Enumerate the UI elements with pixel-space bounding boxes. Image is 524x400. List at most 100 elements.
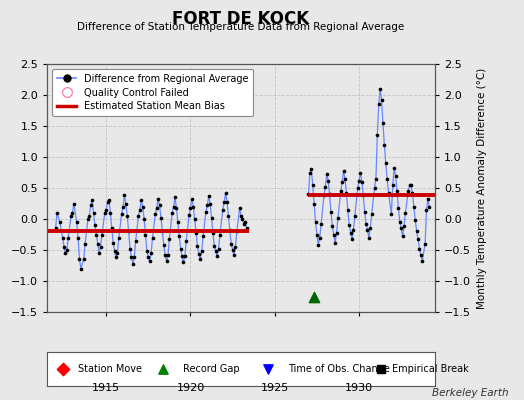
Point — [151, 211, 159, 217]
Point — [396, 219, 404, 225]
Point — [235, 205, 244, 211]
Point — [67, 213, 75, 219]
Point — [379, 120, 387, 126]
Point — [117, 211, 126, 217]
Point — [157, 214, 165, 221]
Point — [346, 230, 355, 236]
Point — [317, 221, 325, 227]
Point — [203, 202, 212, 208]
Point — [209, 230, 217, 236]
Point — [407, 182, 415, 188]
Point — [95, 250, 103, 256]
Point — [238, 216, 247, 222]
Point — [185, 212, 193, 218]
Point — [315, 234, 324, 241]
Point — [307, 166, 315, 173]
Point — [332, 230, 341, 236]
Point — [400, 223, 408, 230]
Point — [213, 253, 221, 259]
Point — [107, 225, 116, 232]
Point — [375, 101, 383, 108]
Point — [233, 228, 241, 234]
Point — [304, 191, 313, 197]
Point — [359, 192, 367, 199]
Point — [64, 234, 72, 241]
Point — [63, 247, 71, 253]
Point — [358, 178, 366, 185]
Point — [363, 227, 372, 233]
Point — [338, 178, 346, 185]
Point — [193, 243, 202, 250]
Point — [214, 246, 223, 252]
Point — [390, 165, 398, 171]
Point — [88, 197, 96, 204]
Point — [424, 196, 432, 202]
Point — [336, 188, 345, 194]
Point — [216, 231, 224, 238]
Point — [387, 211, 396, 217]
Point — [373, 132, 381, 138]
Point — [115, 234, 123, 241]
Point — [226, 227, 234, 233]
Point — [351, 213, 359, 219]
Point — [367, 211, 376, 217]
Point — [160, 242, 168, 248]
Point — [415, 246, 423, 252]
Point — [169, 203, 178, 210]
Point — [188, 196, 196, 202]
Point — [311, 219, 320, 225]
Point — [418, 258, 427, 264]
Text: Berkeley Earth: Berkeley Earth — [432, 388, 508, 398]
Point — [72, 219, 81, 225]
Point — [376, 86, 384, 92]
Point — [372, 176, 380, 182]
Point — [393, 188, 401, 194]
Point — [321, 184, 330, 190]
Point — [391, 172, 400, 179]
Point — [130, 254, 138, 261]
Point — [202, 208, 210, 215]
Point — [124, 228, 133, 234]
Point — [60, 244, 68, 250]
Point — [230, 252, 238, 258]
Point — [411, 217, 419, 224]
Point — [138, 203, 147, 210]
Point — [421, 241, 429, 247]
Text: 1920: 1920 — [177, 383, 204, 393]
Point — [354, 185, 362, 191]
Point — [243, 225, 251, 232]
Point — [129, 260, 137, 267]
Point — [406, 182, 414, 188]
Point — [162, 258, 171, 264]
Point — [208, 214, 216, 221]
Text: Difference of Station Temperature Data from Regional Average: Difference of Station Temperature Data f… — [78, 22, 405, 32]
Point — [241, 219, 249, 225]
Point — [425, 203, 433, 210]
Point — [147, 250, 155, 256]
Point — [80, 256, 88, 262]
Point — [404, 188, 412, 194]
Point — [159, 366, 168, 372]
Point — [305, 169, 314, 176]
Point — [136, 206, 144, 213]
Point — [113, 250, 122, 256]
Point — [219, 206, 227, 213]
Point — [172, 205, 181, 211]
Point — [144, 254, 152, 261]
Point — [206, 200, 214, 207]
Point — [143, 248, 151, 254]
Point — [414, 236, 422, 242]
Point — [220, 198, 228, 205]
Point — [397, 225, 406, 232]
Point — [154, 196, 162, 202]
Point — [101, 210, 109, 216]
Point — [228, 247, 237, 253]
Text: Time of Obs. Change: Time of Obs. Change — [288, 364, 389, 374]
Point — [365, 234, 373, 241]
Point — [132, 238, 140, 244]
Point — [74, 234, 82, 241]
Point — [165, 236, 173, 242]
Point — [171, 194, 179, 200]
Point — [344, 206, 352, 213]
Point — [105, 197, 113, 204]
